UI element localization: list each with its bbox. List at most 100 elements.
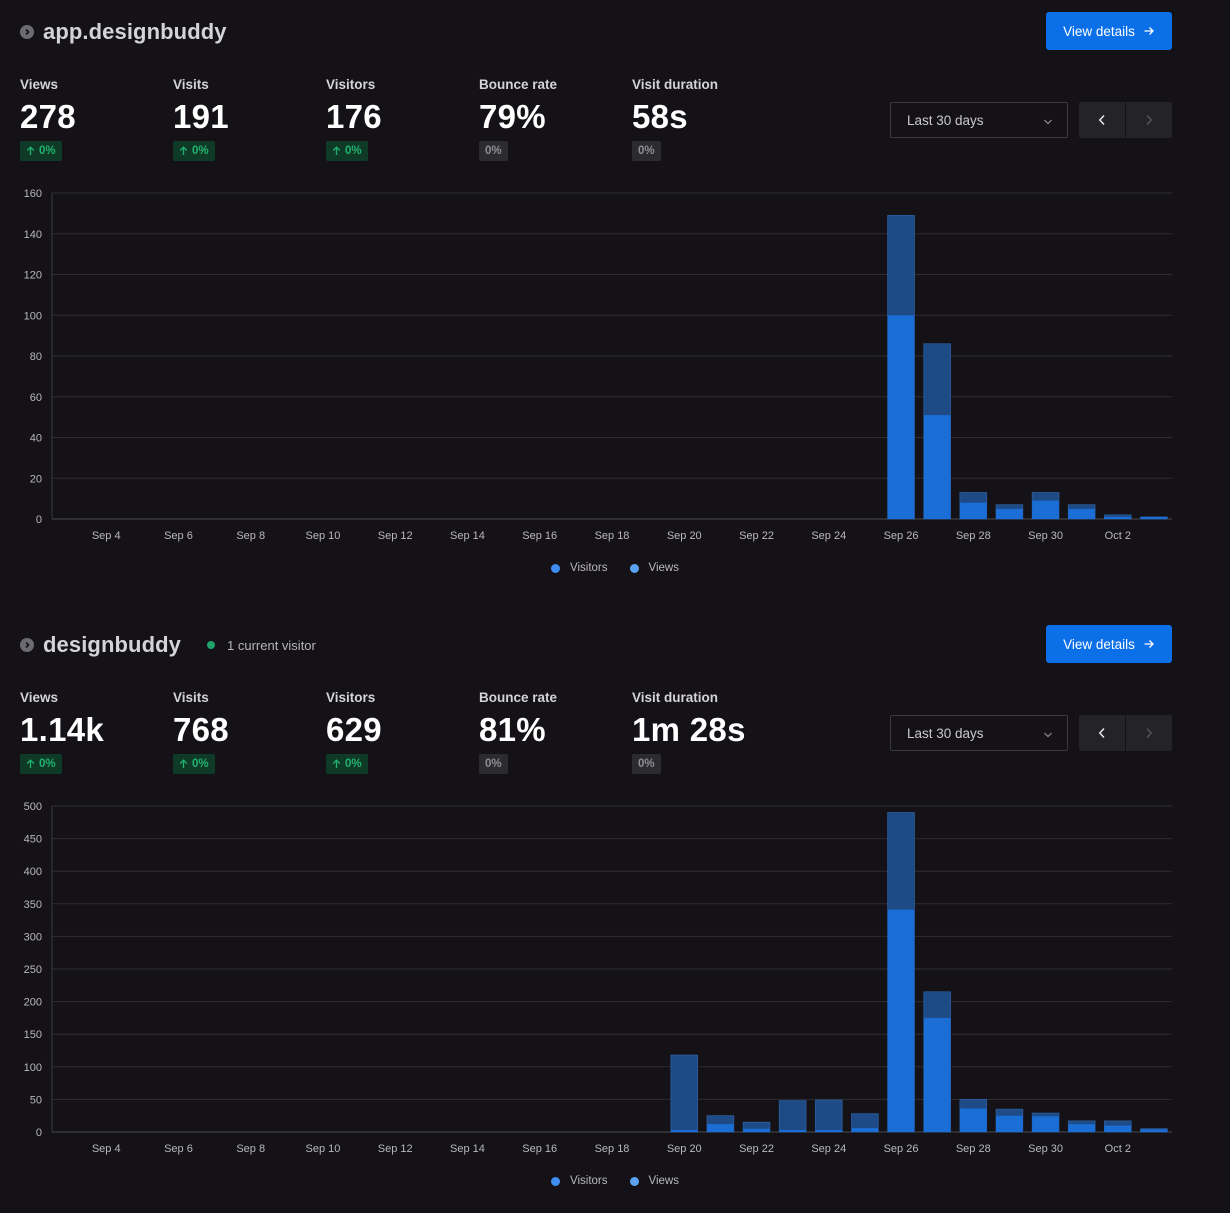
view-details-button[interactable]: View details <box>1046 625 1172 663</box>
bar-views <box>670 1054 699 1133</box>
next-period-button[interactable] <box>1126 102 1172 138</box>
x-tick-label: Sep 10 <box>306 1143 341 1155</box>
bar-visitors <box>1032 1116 1059 1132</box>
bar-visitors <box>1068 1124 1096 1132</box>
legend-item-views[interactable]: Views <box>629 1175 679 1187</box>
chevron-left-icon <box>1098 727 1105 739</box>
stat-value: 1m 28s <box>632 711 746 748</box>
live-dot-icon <box>207 641 215 649</box>
stat-visitors: Visitors 629 0% <box>326 690 476 774</box>
bar-visitors <box>923 1017 951 1132</box>
x-tick-label: Sep 6 <box>164 530 193 542</box>
site-panel-designbuddy: designbuddy 1 current visitor View detai… <box>0 613 1230 1213</box>
x-tick-label: Oct 2 <box>1105 530 1131 542</box>
x-tick-label: Sep 14 <box>450 530 485 542</box>
chevron-right-icon <box>1146 727 1153 739</box>
y-tick-label: 20 <box>30 473 42 485</box>
bar-visitors <box>779 1130 807 1132</box>
period-nav <box>1079 715 1172 751</box>
arrow-up-icon <box>332 146 341 156</box>
change-value: 0% <box>39 758 56 770</box>
legend-label: Visitors <box>570 1175 608 1187</box>
stat-visitors: Visitors 176 0% <box>326 77 476 161</box>
y-tick-label: 40 <box>30 433 42 445</box>
y-tick-label: 80 <box>30 351 42 363</box>
y-tick-label: 450 <box>24 834 42 846</box>
legend-label: Visitors <box>570 562 608 574</box>
x-tick-label: Sep 18 <box>595 530 630 542</box>
previous-period-button[interactable] <box>1079 102 1126 138</box>
change-badge: 0% <box>479 141 508 161</box>
bar-visitors <box>1104 516 1132 519</box>
x-tick-label: Sep 28 <box>956 1143 991 1155</box>
site-name[interactable]: designbuddy <box>43 632 181 657</box>
legend-item-views[interactable]: Views <box>629 562 679 574</box>
x-tick-label: Sep 12 <box>378 1143 413 1155</box>
stat-label: Visitors <box>326 77 376 92</box>
traffic-chart: 0 50 100 150 200 250 300 350 400 450 500 Sep 4 Sep 6… <box>24 801 1172 1155</box>
stat-views: Views 278 0% <box>20 77 170 161</box>
chevron-right-icon[interactable] <box>20 638 34 652</box>
stat-label: Visits <box>173 77 209 92</box>
arrow-up-icon <box>332 759 341 769</box>
y-tick-label: 400 <box>24 866 42 878</box>
arrow-up-icon <box>26 759 35 769</box>
view-details-label: View details <box>1063 636 1135 652</box>
period-nav <box>1079 102 1172 138</box>
site-name[interactable]: app.designbuddy <box>43 19 227 44</box>
stat-value: 79% <box>479 98 546 135</box>
x-tick-label: Sep 12 <box>378 530 413 542</box>
chevron-right-icon <box>1146 114 1153 126</box>
x-tick-label: Sep 30 <box>1028 530 1063 542</box>
date-range-select[interactable]: Last 30 days <box>890 102 1068 138</box>
legend-item-visitors[interactable]: Visitors <box>551 1175 608 1187</box>
x-tick-label: Sep 4 <box>92 1143 121 1155</box>
bar-visitors <box>887 909 915 1132</box>
x-tick-label: Sep 24 <box>811 530 846 542</box>
x-tick-label: Sep 28 <box>956 530 991 542</box>
bar-visitors <box>996 508 1023 519</box>
legend-dot <box>551 563 561 573</box>
view-details-button[interactable]: View details <box>1046 12 1172 50</box>
bar-visitors <box>1032 500 1059 519</box>
bar-visitors <box>887 315 915 519</box>
chart-legend: Visitors Views <box>0 562 1230 574</box>
bar-visitors <box>815 1130 843 1132</box>
date-range-value: Last 30 days <box>907 112 984 128</box>
change-value: 0% <box>192 145 209 157</box>
bar-visitors <box>923 415 951 519</box>
y-tick-label: 350 <box>24 899 42 911</box>
legend-item-visitors[interactable]: Visitors <box>551 562 608 574</box>
legend-label: Views <box>648 1175 679 1187</box>
arrow-right-icon <box>1143 638 1155 650</box>
y-tick-label: 60 <box>30 392 42 404</box>
legend-dot <box>629 1176 639 1186</box>
change-badge: 0% <box>20 754 62 774</box>
x-tick-label: Sep 26 <box>884 530 919 542</box>
bar-visitors <box>851 1128 879 1132</box>
stat-label: Visits <box>173 690 209 705</box>
y-tick-label: 150 <box>24 1029 42 1041</box>
date-range-select[interactable]: Last 30 days <box>890 715 1068 751</box>
chevron-right-icon[interactable] <box>20 25 34 39</box>
change-badge: 0% <box>20 141 62 161</box>
stat-label: Bounce rate <box>479 77 558 92</box>
stat-value: 1.14k <box>20 711 105 748</box>
stat-label: Visit duration <box>632 690 719 705</box>
stat-value: 176 <box>326 98 382 135</box>
change-badge: 0% <box>173 141 215 161</box>
arrow-up-icon <box>179 146 188 156</box>
chart-legend: Visitors Views <box>0 1175 1230 1187</box>
change-value: 0% <box>345 145 362 157</box>
x-tick-label: Sep 26 <box>884 1143 919 1155</box>
stat-value: 278 <box>20 98 76 135</box>
previous-period-button[interactable] <box>1079 715 1126 751</box>
bar-visitors <box>1140 516 1168 519</box>
y-tick-label: 300 <box>24 931 42 943</box>
next-period-button[interactable] <box>1126 715 1172 751</box>
y-tick-label: 0 <box>36 1127 42 1139</box>
x-tick-label: Sep 22 <box>739 530 774 542</box>
change-badge: 0% <box>326 141 368 161</box>
bar-visitors <box>1068 508 1096 519</box>
bar-visitors <box>707 1124 734 1132</box>
